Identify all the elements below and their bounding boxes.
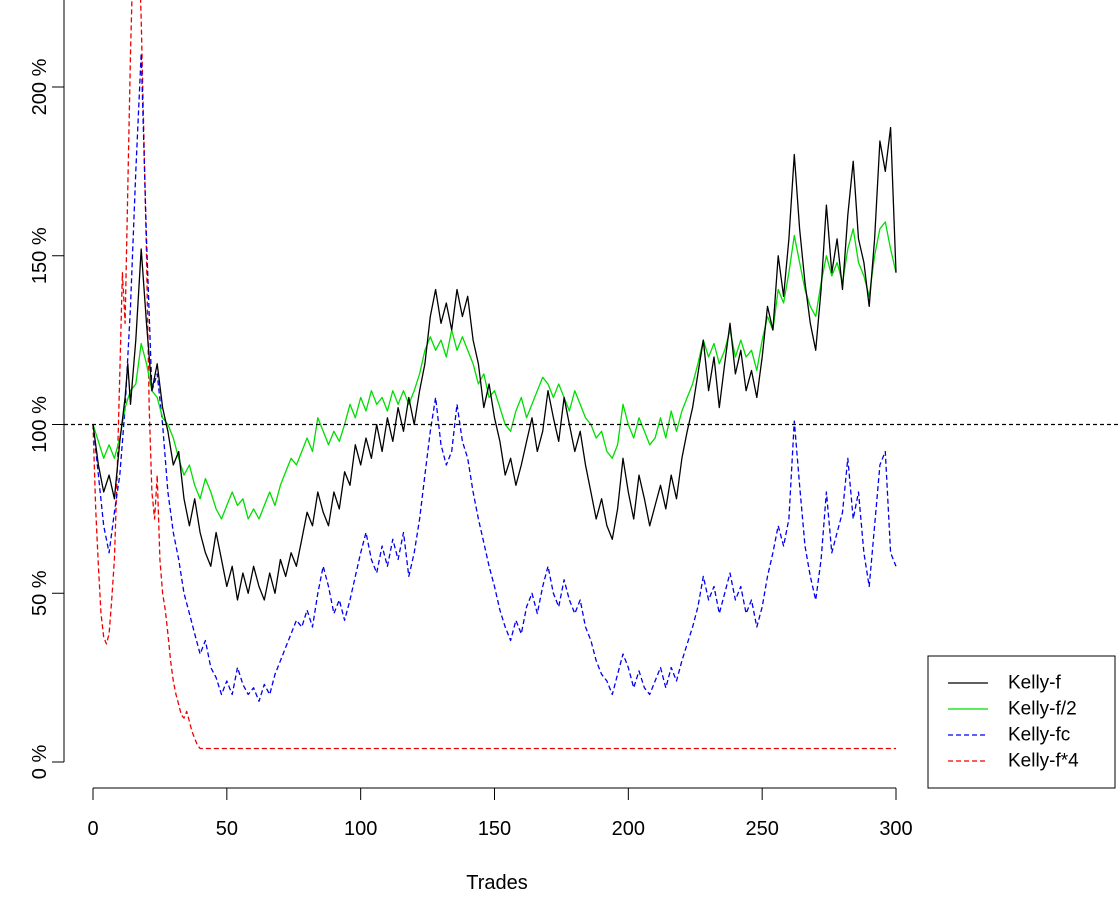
x-axis: 0 50 100 150 200 250 300 xyxy=(87,787,913,840)
legend-label: Kelly-fc xyxy=(1008,725,1070,746)
x-tick-label: 50 xyxy=(216,818,238,840)
series-line-kelly-f-4 xyxy=(92,0,896,750)
y-tick-label: 100 % xyxy=(29,396,51,453)
y-tick-label: 200 % xyxy=(29,58,51,115)
legend-label: Kelly-f*4 xyxy=(1008,751,1079,772)
series-line-kelly-f xyxy=(92,126,897,601)
x-tick-label: 0 xyxy=(87,818,98,840)
legend-box xyxy=(927,655,1116,789)
y-axis: 0 % 50 % 100 % 150 % 200 % xyxy=(29,0,65,779)
legend: Kelly-f Kelly-f/2 Kelly-fc Kelly-f*4 xyxy=(927,655,1116,789)
legend-label: Kelly-f/2 xyxy=(1008,699,1077,720)
y-axis-ticks: 0 % 50 % 100 % 150 % 200 % xyxy=(29,58,64,779)
x-tick-label: 300 xyxy=(879,818,912,840)
y-tick-label: 150 % xyxy=(29,227,51,284)
x-tick-label: 200 xyxy=(612,818,645,840)
x-axis-ticks: 0 50 100 150 200 250 300 xyxy=(87,788,913,840)
series-line-kelly-fc xyxy=(92,52,897,702)
y-tick-label: 0 % xyxy=(29,745,51,780)
x-tick-label: 250 xyxy=(745,818,778,840)
x-tick-label: 150 xyxy=(478,818,511,840)
series-lines xyxy=(92,0,897,750)
x-axis-title: Trades xyxy=(466,872,528,894)
x-tick-label: 100 xyxy=(344,818,377,840)
y-tick-label: 50 % xyxy=(29,570,51,616)
legend-label: Kelly-f xyxy=(1008,673,1062,694)
series-line-kelly-f-2 xyxy=(92,221,897,520)
